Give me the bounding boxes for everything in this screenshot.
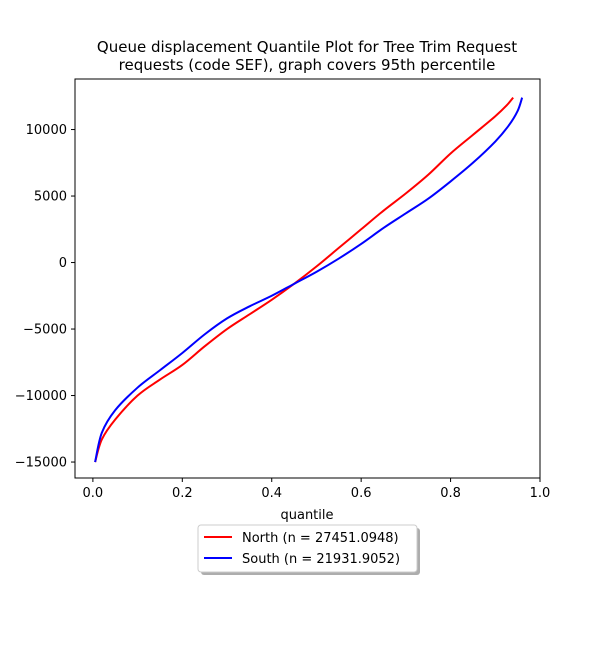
y-tick-label: 5000: [34, 190, 67, 205]
series-line-north: [94, 96, 514, 463]
legend: North (n = 27451.0948) South (n = 21931.…: [197, 524, 420, 575]
legend-label-south: South (n = 21931.9052): [242, 552, 400, 567]
x-tick-label: 0.2: [172, 486, 193, 501]
x-tick-label: 0.0: [83, 486, 104, 501]
x-tick-label: 1.0: [530, 486, 551, 501]
legend-box: [197, 524, 418, 573]
x-tick-label: 0.8: [440, 486, 461, 501]
plot-frame: [74, 78, 541, 479]
y-tick-label: 0: [59, 256, 67, 271]
y-tick-label: −15000: [15, 456, 67, 471]
x-tick-label: 0.6: [351, 486, 372, 501]
chart-title-line-2: requests (code SEF), graph covers 95th p…: [119, 56, 496, 74]
chart-title-line-1: Queue displacement Quantile Plot for Tre…: [97, 38, 517, 56]
y-tick-label: −5000: [23, 323, 67, 338]
legend-label-north: North (n = 27451.0948): [242, 531, 399, 546]
x-axis-label: quantile: [280, 508, 333, 523]
y-tick-label: 10000: [26, 123, 67, 138]
y-tick-label: −10000: [15, 389, 67, 404]
x-axis-ticks: 0.0 0.2 0.4 0.6 0.8 1.0: [83, 478, 551, 501]
y-axis-ticks: −15000 −10000 −5000 0 5000 10000: [15, 123, 75, 471]
series-lines: [94, 96, 524, 463]
x-tick-label: 0.4: [261, 486, 282, 501]
series-line-south: [94, 97, 524, 463]
